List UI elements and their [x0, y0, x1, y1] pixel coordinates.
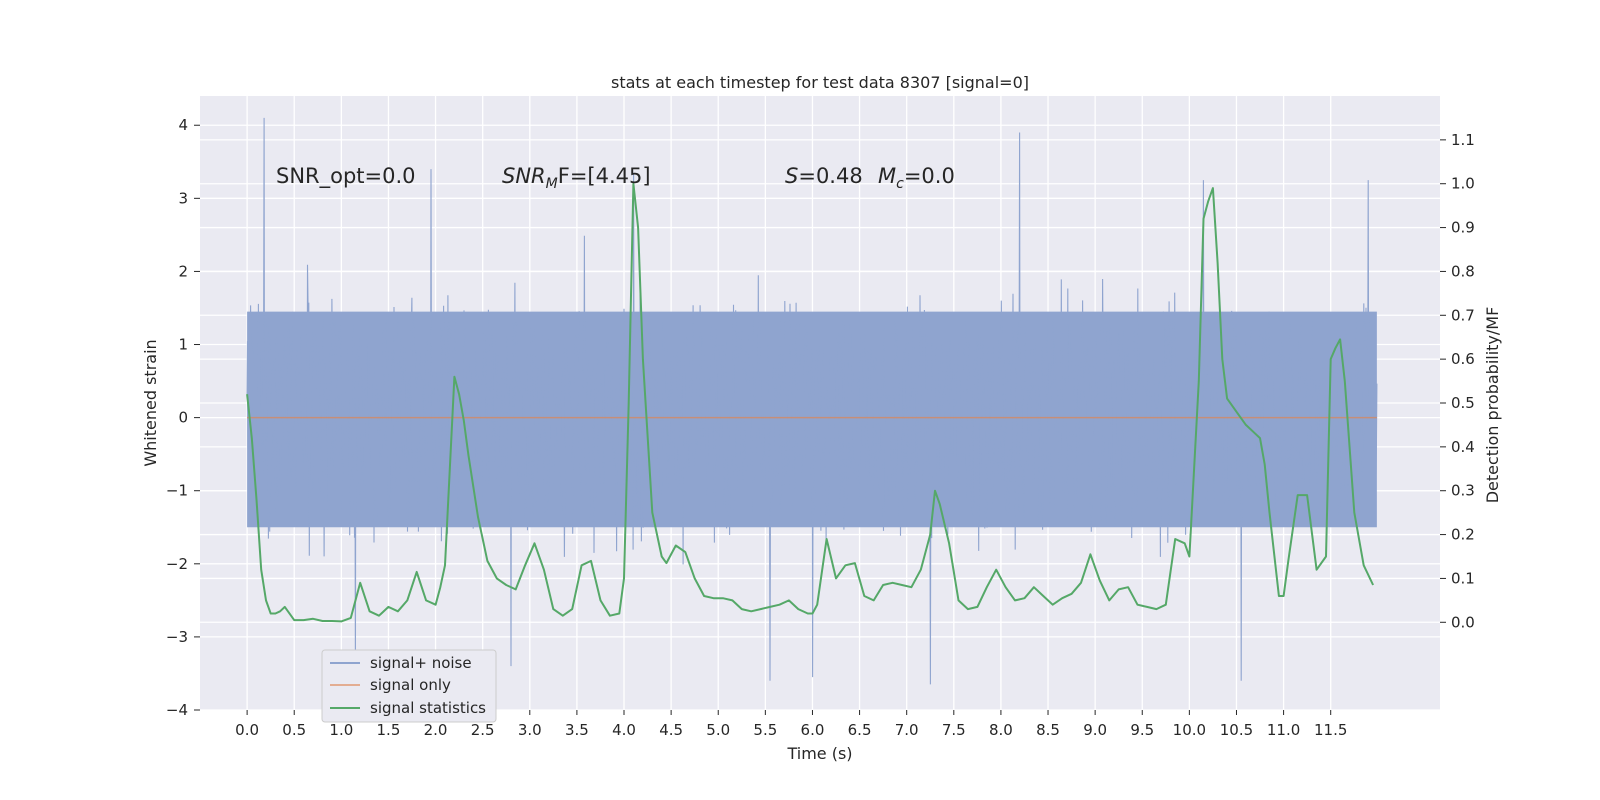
x-tick-label: 7.0 — [895, 721, 919, 739]
y2-tick-labels: 1.1 1.0 0.9 0.8 0.7 0.6 0.5 0.4 0.3 0.2 0.1 0.0 — [1440, 131, 1475, 631]
legend-label-signal-only: signal only — [370, 676, 451, 694]
y-tick-label: 2 — [178, 262, 188, 280]
x-tick-label: 8.0 — [989, 721, 1013, 739]
y2-tick-label: 0.2 — [1451, 526, 1475, 544]
y2-tick-label: 0.4 — [1451, 438, 1475, 456]
annotation-s: S=0.48 — [785, 164, 863, 188]
x-tick-label: 0.0 — [235, 721, 259, 739]
y2-tick-label: 0.3 — [1451, 482, 1475, 500]
x-tick-label: 5.5 — [753, 721, 777, 739]
x-tick-label: 4.5 — [659, 721, 683, 739]
chart-title: stats at each timestep for test data 830… — [611, 73, 1029, 92]
x-tick-label: 2.0 — [424, 721, 448, 739]
y2-tick-label: 0.5 — [1451, 394, 1475, 412]
x-tick-label: 1.0 — [329, 721, 353, 739]
x-tick-label: 2.5 — [471, 721, 495, 739]
y2-axis-label: Detection probability/MF — [1483, 307, 1502, 504]
legend: signal+ noise signal only signal statist… — [321, 649, 497, 723]
y-tick-label: 4 — [178, 116, 188, 134]
x-tick-label: 11.0 — [1267, 721, 1300, 739]
y2-tick-label: 1.1 — [1451, 131, 1475, 149]
x-tick-label: 11.5 — [1314, 721, 1347, 739]
y2-tick-label: 0.7 — [1451, 306, 1475, 324]
y2-tick-label: 0.6 — [1451, 350, 1475, 368]
y2-tick-label: 0.8 — [1451, 262, 1475, 280]
x-tick-label: 10.0 — [1173, 721, 1206, 739]
x-tick-label: 7.5 — [942, 721, 966, 739]
series-signal-noise — [246, 117, 1378, 685]
y-tick-label: −3 — [166, 628, 188, 646]
x-tick-label: 4.0 — [612, 721, 636, 739]
legend-label-signal-statistics: signal statistics — [370, 699, 486, 717]
y-tick-label: 1 — [178, 336, 188, 354]
x-tick-label: 5.0 — [706, 721, 730, 739]
x-tick-label: 9.5 — [1130, 721, 1154, 739]
x-tick-label: 6.5 — [848, 721, 872, 739]
series-signal-statistics — [246, 182, 1375, 623]
x-tick-label: 3.0 — [518, 721, 542, 739]
y2-tick-label: 0.1 — [1451, 569, 1475, 587]
x-tick-labels: 0.0 0.5 1.0 1.5 2.0 2.5 3.0 3.5 4.0 4.5 5.0 5.5 6.0 6… — [235, 710, 1347, 739]
y-tick-labels: 4 3 2 1 0 −1 −2 −3 −4 — [166, 116, 200, 719]
x-tick-label: 0.5 — [282, 721, 306, 739]
annotation-mc: Mc=0.0 — [878, 164, 955, 192]
x-tick-label: 1.5 — [377, 721, 401, 739]
annotation-snr-opt: SNR_opt=0.0 — [276, 164, 416, 189]
x-tick-label: 6.0 — [801, 721, 825, 739]
y-tick-label: 3 — [178, 189, 188, 207]
x-tick-label: 9.0 — [1083, 721, 1107, 739]
x-tick-label: 3.5 — [565, 721, 589, 739]
legend-label-signal-noise: signal+ noise — [370, 654, 472, 672]
y2-tick-label: 1.0 — [1451, 175, 1475, 193]
x-tick-label: 10.5 — [1220, 721, 1253, 739]
x-tick-label: 8.5 — [1036, 721, 1060, 739]
y2-tick-label: 0.9 — [1451, 219, 1475, 237]
y-tick-label: −1 — [166, 482, 188, 500]
y-tick-label: −2 — [166, 555, 188, 573]
y-tick-label: 0 — [178, 409, 188, 427]
x-axis-label: Time (s) — [786, 744, 852, 763]
y-tick-label: −4 — [166, 701, 188, 719]
y-axis-label: Whitened strain — [141, 339, 160, 466]
annotation-snr-mf: SNRMF=[4.45] — [502, 164, 651, 192]
noise-trace — [246, 117, 1378, 685]
legend-box — [321, 649, 497, 723]
y2-tick-label: 0.0 — [1451, 613, 1475, 631]
